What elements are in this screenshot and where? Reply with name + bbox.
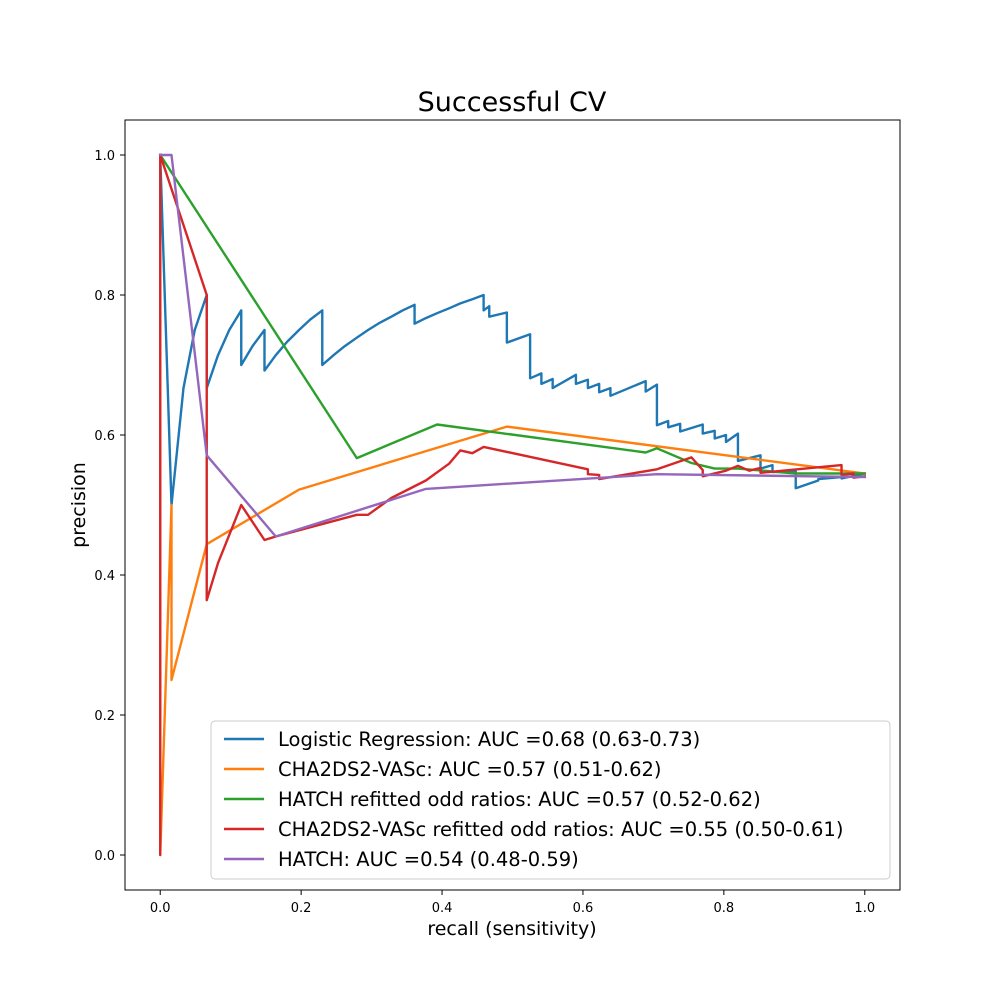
x-axis-label: recall (sensitivity)	[427, 918, 596, 940]
legend: Logistic Regression: AUC =0.68 (0.63-0.7…	[210, 720, 891, 880]
series-line-3	[158, 153, 866, 475]
series-line-2	[159, 153, 867, 857]
y-axis-ticks: 0.0 0.2 0.4 0.6 0.8 1.0	[94, 149, 125, 864]
x-tick-label: 0.8	[714, 901, 735, 916]
legend-label-1: Logistic Regression: AUC =0.68 (0.63-0.7…	[278, 728, 700, 751]
y-axis-label: precision	[68, 462, 90, 548]
y-tick-label: 0.8	[94, 289, 115, 304]
series-line-1	[158, 153, 867, 507]
x-tick-label: 0.2	[291, 901, 312, 916]
series-layer	[158, 153, 867, 857]
legend-label-5: HATCH: AUC =0.54 (0.48-0.59)	[278, 848, 579, 871]
y-tick-label: 1.0	[94, 149, 115, 164]
x-tick-label: 0.6	[573, 901, 594, 916]
y-tick-label: 0.2	[94, 709, 115, 724]
legend-box	[210, 720, 891, 880]
series-line-5	[159, 153, 866, 538]
x-axis-ticks: 0.0 0.2 0.4 0.6 0.8 1.0	[150, 890, 875, 916]
y-tick-label: 0.6	[94, 429, 115, 444]
legend-label-2: CHA2DS2-VASc: AUC =0.57 (0.51-0.62)	[278, 758, 662, 781]
plot-frame	[124, 119, 901, 891]
x-tick-label: 0.4	[432, 901, 453, 916]
chart-title: Successful CV	[418, 87, 607, 118]
legend-label-4: CHA2DS2-VASc refitted odd ratios: AUC =0…	[278, 818, 843, 841]
y-tick-label: 0.0	[94, 849, 115, 864]
y-tick-label: 0.4	[94, 569, 115, 584]
x-tick-label: 0.0	[150, 901, 171, 916]
x-tick-label: 1.0	[854, 901, 875, 916]
series-line-4	[159, 153, 867, 857]
legend-label-3: HATCH refitted odd ratios: AUC =0.57 (0.…	[278, 788, 761, 811]
